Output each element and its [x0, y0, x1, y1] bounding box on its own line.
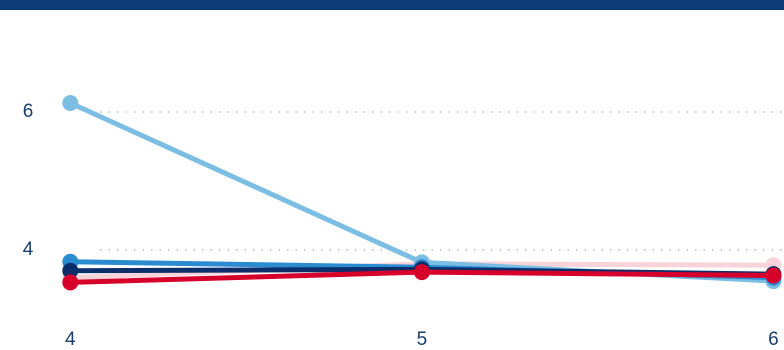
- top-bar: [0, 0, 784, 10]
- y-tick-label: 4: [23, 239, 34, 260]
- y-tick-label: 6: [23, 101, 34, 122]
- x-tick-label: 5: [417, 329, 428, 350]
- series-line: [67, 100, 776, 284]
- series-point: [765, 267, 782, 284]
- series-point: [62, 274, 79, 291]
- series-point: [62, 95, 79, 112]
- x-tick-label: 4: [65, 329, 76, 350]
- series-point: [413, 264, 430, 281]
- x-tick-label: 6: [768, 329, 779, 350]
- series-point: [62, 262, 79, 279]
